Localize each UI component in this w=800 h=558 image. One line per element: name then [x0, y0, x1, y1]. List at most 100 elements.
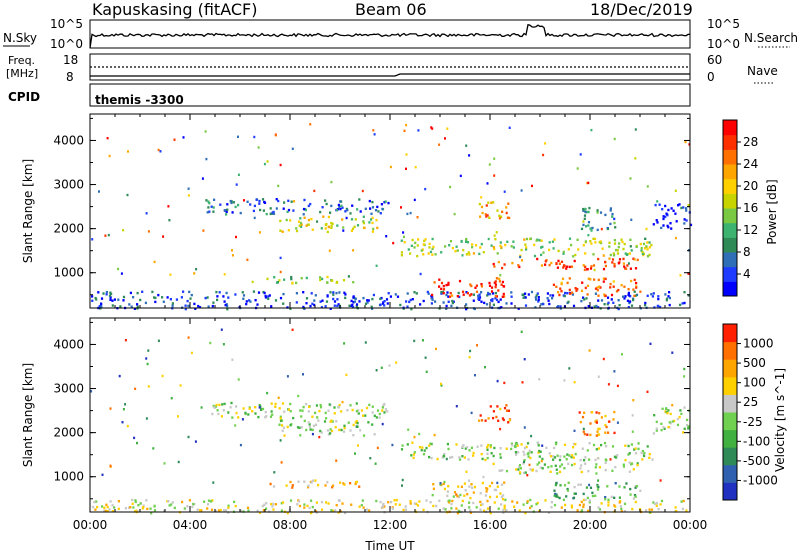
- scatter-cell: [609, 253, 612, 257]
- scatter-cell: [195, 268, 198, 271]
- scatter-cell: [571, 293, 574, 296]
- scatter-cell: [529, 498, 532, 502]
- scatter-cell: [680, 206, 683, 210]
- scatter-cell: [562, 266, 565, 269]
- scatter-cell: [584, 210, 587, 214]
- scatter-cell: [545, 446, 548, 450]
- scatter-cell: [572, 446, 575, 449]
- scatter-cell: [432, 245, 435, 249]
- scatter-cell: [357, 412, 360, 415]
- scatter-cell: [568, 277, 571, 280]
- scatter-cell: [648, 453, 651, 456]
- scatter-cell: [577, 483, 580, 486]
- scatter-cell: [507, 409, 510, 412]
- scatter-cell: [468, 356, 471, 359]
- scatter-cell: [248, 406, 251, 409]
- scatter-cell: [648, 456, 651, 459]
- scatter-cell: [133, 510, 137, 513]
- scatter-cell: [477, 297, 480, 301]
- scatter-cell: [557, 291, 560, 294]
- scatter-cell: [598, 427, 601, 431]
- scatter-cell: [515, 468, 518, 471]
- scatter-cell: [295, 292, 298, 295]
- scatter-cell: [145, 417, 148, 420]
- scatter-cell: [591, 491, 594, 494]
- scatter-cell: [580, 500, 583, 504]
- scatter-cell: [117, 298, 120, 301]
- scatter-cell: [167, 500, 170, 503]
- scatter-cell: [389, 295, 392, 298]
- scatter-cell: [468, 479, 470, 482]
- freq-label-line1: Freq.: [8, 54, 35, 67]
- scatter-cell: [382, 301, 385, 304]
- scatter-cell: [489, 511, 492, 515]
- scatter-cell: [566, 489, 570, 492]
- scatter-cell: [448, 501, 451, 504]
- scatter-cell: [685, 209, 688, 212]
- scatter-cell: [210, 508, 214, 511]
- scatter-cell: [484, 458, 487, 462]
- scatter-cell: [447, 283, 450, 286]
- scatter-cell: [487, 417, 490, 420]
- scatter-cell: [357, 444, 359, 447]
- scatter-cell: [136, 441, 138, 445]
- scatter-cell: [383, 201, 386, 204]
- scatter-cell: [633, 258, 636, 261]
- scatter-cell: [371, 230, 374, 233]
- scatter-cell: [342, 229, 345, 232]
- scatter-cell: [266, 277, 269, 281]
- scatter-cell: [275, 198, 278, 201]
- scatter-cell: [316, 220, 319, 223]
- scatter-cell: [442, 454, 446, 458]
- scatter-cell: [583, 298, 586, 301]
- scatter-cell: [470, 411, 473, 415]
- scatter-cell: [416, 504, 419, 507]
- scatter-cell: [497, 419, 500, 422]
- scatter-cell: [432, 483, 435, 486]
- scatter-cell: [417, 129, 420, 132]
- scatter-cell: [597, 485, 600, 489]
- scatter-cell: [584, 456, 587, 459]
- scatter-cell: [562, 250, 565, 254]
- scatter-cell: [335, 420, 338, 423]
- scatter-cell: [372, 129, 375, 132]
- scatter-cell: [556, 266, 559, 269]
- scatter-cell: [106, 137, 109, 140]
- scatter-cell: [621, 353, 623, 356]
- scatter-cell: [283, 434, 286, 437]
- scatter-cell: [604, 498, 607, 501]
- scatter-cell: [495, 298, 499, 302]
- scatter-cell: [253, 204, 256, 208]
- scatter-cell: [414, 166, 417, 169]
- scatter-cell: [93, 500, 96, 504]
- scatter-cell: [212, 210, 215, 213]
- scatter-cell: [279, 270, 282, 274]
- scatter-cell: [371, 216, 374, 220]
- scatter-cell: [237, 173, 240, 176]
- scatter-cell: [276, 281, 279, 284]
- scatter-cell: [113, 298, 116, 301]
- scatter-cell: [319, 403, 322, 407]
- scatter-cell: [400, 448, 404, 451]
- scatter-cell: [488, 216, 491, 219]
- scatter-cell: [278, 407, 281, 410]
- scatter-cell: [624, 252, 627, 255]
- scatter-cell: [330, 204, 333, 208]
- colorbar-swatch: [723, 394, 737, 413]
- scatter-cell: [406, 443, 409, 446]
- scatter-cell: [379, 500, 382, 504]
- scatter-cell: [375, 264, 378, 267]
- scatter-cell: [440, 382, 442, 386]
- scatter-cell: [198, 306, 202, 309]
- scatter-cell: [520, 259, 524, 262]
- scatter-cell: [573, 485, 576, 489]
- scatter-cell: [479, 414, 482, 417]
- scatter-cell: [424, 356, 427, 359]
- scatter-cell: [538, 378, 541, 381]
- scatter-cell: [323, 420, 327, 423]
- scatter-cell: [122, 229, 125, 232]
- scatter-cell: [309, 428, 312, 431]
- scatter-cell: [391, 507, 394, 510]
- scatter-cell: [612, 301, 615, 304]
- scatter-cell: [159, 150, 162, 153]
